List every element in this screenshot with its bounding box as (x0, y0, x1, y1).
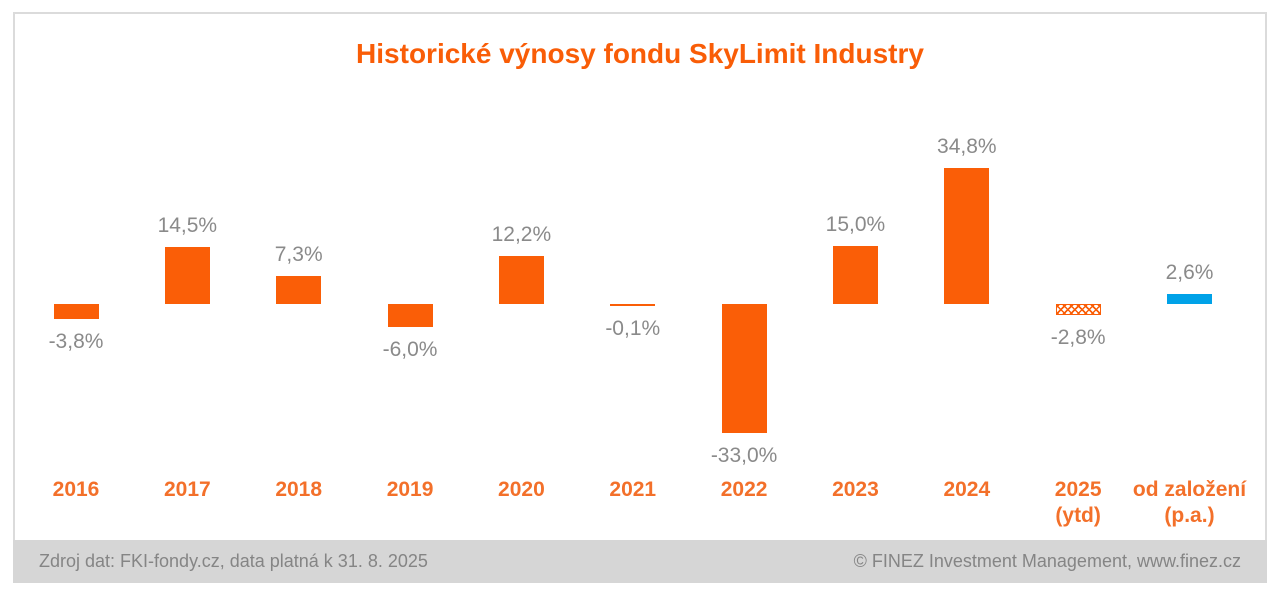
value-label-2023: 15,0% (825, 212, 886, 236)
axis-label-2020: 2020 (498, 478, 545, 501)
bar-2019 (387, 304, 433, 328)
bar-2021 (610, 304, 656, 306)
axis-label-2017: 2017 (163, 478, 211, 501)
axis-label-2018: 2018 (275, 478, 323, 501)
value-label-2017: 14,5% (157, 214, 218, 238)
bar-2020 (498, 256, 544, 304)
value-label-2020: 12,2% (491, 223, 552, 247)
bar-2017 (164, 247, 210, 304)
bar-2025 (1055, 304, 1101, 315)
bar-2023 (832, 245, 878, 304)
chart-frame (13, 12, 1267, 583)
axis-label-2016: 2016 (52, 478, 100, 501)
axis-label-2021: 2021 (609, 478, 657, 501)
value-label-2016: -3,8% (48, 329, 104, 353)
value-label-2025: -2,8% (1050, 325, 1106, 349)
value-label-2019: -6,0% (382, 338, 438, 362)
value-label-2021: -0,1% (605, 317, 661, 340)
bar-od-založen- (1167, 293, 1212, 304)
bar-2022 (721, 304, 767, 433)
axis-label-2022: 2022 (720, 478, 768, 501)
footer-source-text: Zdroj dat: FKI-fondy.cz, data platná k 3… (39, 551, 428, 571)
value-label-2022: -33,0% (710, 443, 778, 467)
value-label-2018: 7,3% (274, 242, 323, 266)
value-label-od-založen-: 2,6% (1165, 260, 1214, 284)
bar-2016 (53, 304, 99, 319)
footer-bar: Zdroj dat: FKI-fondy.cz, data platná k 3… (13, 540, 1267, 583)
axis-label-od-založen-: od založení (p.a.) (1132, 478, 1247, 527)
axis-label-2019: 2019 (386, 478, 434, 501)
bar-2024 (944, 168, 990, 304)
axis-label-2024: 2024 (943, 478, 991, 501)
chart-title: Historické výnosy fondu SkyLimit Industr… (356, 38, 924, 69)
value-label-2024: 34,8% (937, 135, 997, 159)
axis-label-2025: 2025 (ytd) (1054, 478, 1102, 527)
bar-2018 (276, 275, 322, 304)
axis-label-2023: 2023 (832, 478, 879, 501)
footer-copyright-text: © FINEZ Investment Management, www.finez… (853, 551, 1241, 571)
